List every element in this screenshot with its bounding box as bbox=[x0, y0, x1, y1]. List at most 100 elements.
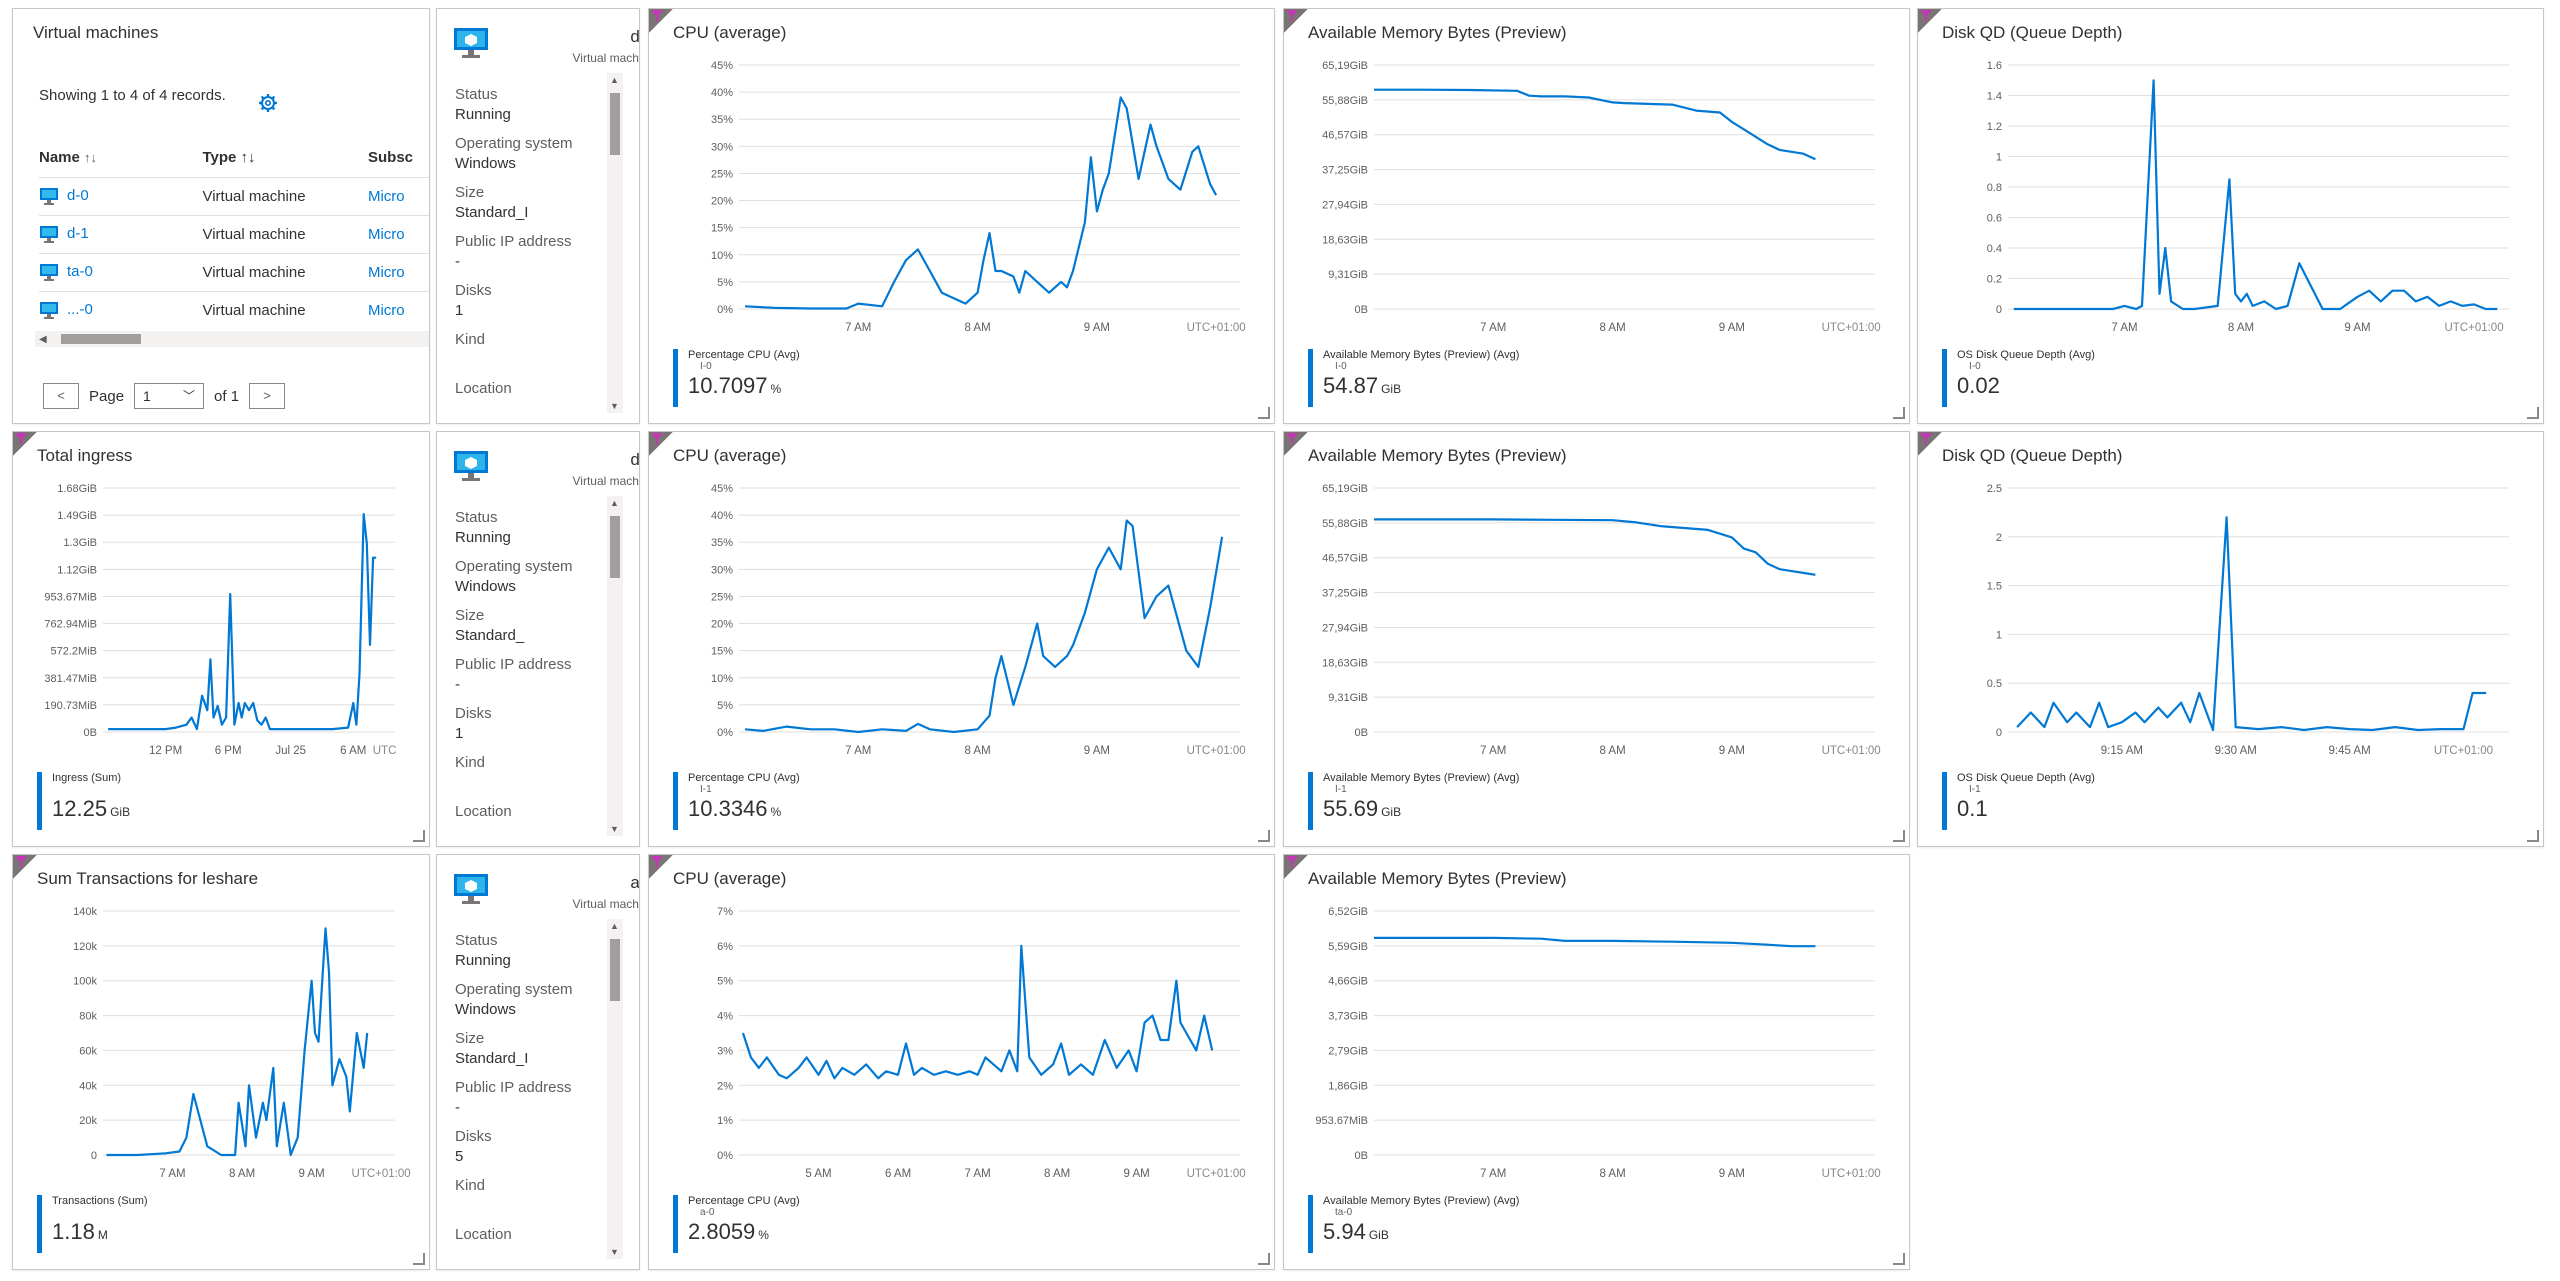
sort-icon[interactable]: ↑↓ bbox=[240, 149, 256, 167]
prev-page-button[interactable]: < bbox=[43, 383, 79, 409]
virtual-machine-icon bbox=[454, 451, 488, 481]
chart-legend[interactable]: Available Memory Bytes (Preview) (Avg) ta… bbox=[1308, 1195, 1519, 1253]
x-tick-label: 9 AM bbox=[2344, 322, 2370, 334]
scroll-up-icon[interactable]: ▲ bbox=[610, 921, 619, 931]
column-header-subscription[interactable]: Subsc bbox=[367, 149, 413, 167]
vm-name-link[interactable]: ta-0 bbox=[39, 252, 203, 291]
chart-legend[interactable]: Transactions (Sum) 1.18 M bbox=[37, 1195, 148, 1253]
chart-tile[interactable]: CPU (average) 45% 40% 35% 30% 25% 20% 15% 10% 5% 0… bbox=[648, 431, 1275, 847]
property-value: - bbox=[455, 253, 460, 270]
resize-handle[interactable] bbox=[1893, 1253, 1905, 1265]
vm-summary-tile[interactable]: a-0 Virtual machine Status Running Operating… bbox=[436, 854, 640, 1270]
legend-value: 5.94 bbox=[1323, 1219, 1366, 1244]
chart-tile[interactable]: Sum Transactions for leshare 140k 120k 100k… bbox=[12, 854, 430, 1270]
x-tick-label: 7 AM bbox=[159, 1168, 185, 1180]
property-value bbox=[455, 1196, 615, 1216]
resize-handle[interactable] bbox=[1258, 1253, 1270, 1265]
x-tick-label: 6 PM bbox=[215, 745, 242, 757]
resize-handle[interactable] bbox=[413, 1253, 425, 1265]
scroll-left-icon[interactable]: ◀ bbox=[39, 334, 47, 345]
resize-handle[interactable] bbox=[1893, 830, 1905, 842]
line-chart: 45% 40% 35% 30% 25% 20% 15% 10% 5% 0% 7 AM 8 AM 9 AM… bbox=[711, 60, 1246, 334]
y-tick-label: 0 bbox=[91, 1150, 97, 1162]
chart-legend[interactable]: OS Disk Queue Depth (Avg) I-1 0.1 bbox=[1942, 772, 2095, 830]
horizontal-scrollbar[interactable]: ◀ ▶ bbox=[35, 331, 430, 347]
vertical-scrollbar[interactable]: ▲ ▼ bbox=[607, 919, 623, 1259]
table-row[interactable]: ...-0 Virtual machine Micro bbox=[39, 290, 429, 329]
vm-subscription-link[interactable]: Micro bbox=[367, 214, 429, 253]
vm-summary-tile[interactable]: d-1 Virtual machine Status Running Operating… bbox=[436, 431, 640, 847]
property-value bbox=[455, 822, 615, 842]
scrollbar-thumb[interactable] bbox=[610, 516, 620, 578]
chart-tile[interactable]: Total ingress 1.68GiB 1.49GiB 1.3GiB 1.12GiB… bbox=[12, 431, 430, 847]
legend-unit: GiB bbox=[1381, 805, 1402, 819]
vm-subscription-link[interactable]: Micro bbox=[367, 290, 429, 329]
chart-legend[interactable]: Percentage CPU (Avg) a-0 2.8059% bbox=[673, 1195, 800, 1253]
chart-tile[interactable]: Disk QD (Queue Depth) 2.5 2 1.5 1 0.5 0 9:15 AM… bbox=[1917, 431, 2544, 847]
next-page-button[interactable]: > bbox=[249, 383, 286, 409]
column-header-type[interactable]: Type ↑↓ bbox=[202, 149, 256, 167]
scrollbar-thumb[interactable] bbox=[610, 93, 620, 155]
scrollbar-thumb[interactable] bbox=[61, 334, 141, 344]
property-value bbox=[455, 350, 615, 370]
resize-handle[interactable] bbox=[413, 830, 425, 842]
chart-legend[interactable]: Available Memory Bytes (Preview) (Avg) I-… bbox=[1308, 349, 1519, 407]
scroll-up-icon[interactable]: ▲ bbox=[610, 75, 619, 85]
chart-legend[interactable]: Ingress (Sum) 12.25 GiB bbox=[37, 772, 130, 830]
table-row[interactable]: ta-0 Virtual machine Micro bbox=[39, 252, 429, 291]
scroll-down-icon[interactable]: ▼ bbox=[610, 824, 619, 834]
chart-tile[interactable]: Available Memory Bytes (Preview) 65,19GiB… bbox=[1283, 8, 1910, 424]
chart-legend[interactable]: Available Memory Bytes (Preview) (Avg) I-… bbox=[1308, 772, 1519, 830]
pinned-filter-flag bbox=[13, 855, 37, 879]
y-tick-label: 572.2MiB bbox=[51, 646, 97, 658]
y-tick-label: 1,86GiB bbox=[1328, 1080, 1368, 1092]
chart-tile[interactable]: Disk QD (Queue Depth) 1.6 1.4 1.2 1 0.8 0.6 0.4… bbox=[1917, 8, 2544, 424]
chart-title: Sum Transactions for leshare bbox=[37, 869, 259, 888]
scrollbar-thumb[interactable] bbox=[610, 939, 620, 1001]
chart-tile[interactable]: Available Memory Bytes (Preview) 65,19GiB… bbox=[1283, 431, 1910, 847]
vm-name-link[interactable]: d-0 bbox=[39, 176, 203, 215]
chart-legend[interactable]: Percentage CPU (Avg) I-0 10.7097% bbox=[673, 349, 800, 407]
y-tick-label: 46,57GiB bbox=[1322, 553, 1368, 565]
chart-tile[interactable]: CPU (average) 7% 6% 5% 4% 3% 2% 1% 0% 5 AM 6 AM 7 A… bbox=[648, 854, 1275, 1270]
series-line bbox=[1374, 88, 1816, 161]
column-header-name[interactable]: Name ↑↓ bbox=[39, 149, 98, 167]
resize-handle[interactable] bbox=[1893, 407, 1905, 419]
y-tick-label: 1.68GiB bbox=[57, 483, 97, 495]
chart-tile[interactable]: Available Memory Bytes (Preview) 6,52GiB 5… bbox=[1283, 854, 1910, 1270]
chart-legend[interactable]: OS Disk Queue Depth (Avg) I-0 0.02 bbox=[1942, 349, 2095, 407]
y-tick-label: 6,52GiB bbox=[1328, 906, 1368, 918]
resize-handle[interactable] bbox=[1258, 407, 1270, 419]
legend-resource-name: I-1 bbox=[1335, 784, 1347, 795]
scroll-right-icon[interactable]: ▶ bbox=[429, 334, 430, 345]
page-select[interactable]: 1 ﹀ bbox=[134, 383, 205, 409]
resize-handle[interactable] bbox=[1258, 830, 1270, 842]
legend-resource-name: I-1 bbox=[700, 784, 712, 795]
table-row[interactable]: d-1 Virtual machine Micro bbox=[39, 214, 429, 253]
chart-title: Available Memory Bytes (Preview) bbox=[1308, 23, 1567, 42]
resize-handle[interactable] bbox=[2527, 830, 2539, 842]
chart-legend[interactable]: Percentage CPU (Avg) I-1 10.3346% bbox=[673, 772, 800, 830]
scroll-down-icon[interactable]: ▼ bbox=[610, 1247, 619, 1257]
y-tick-label: 65,19GiB bbox=[1322, 60, 1368, 72]
line-chart: 65,19GiB 55,88GiB 46,57GiB 37,25GiB 27,94GiB… bbox=[1322, 60, 1881, 334]
scroll-down-icon[interactable]: ▼ bbox=[610, 401, 619, 411]
x-tick-label: 7 AM bbox=[1480, 322, 1506, 334]
scroll-up-icon[interactable]: ▲ bbox=[610, 498, 619, 508]
vm-subscription-link[interactable]: Micro bbox=[367, 176, 429, 215]
vm-name-link[interactable]: d-1 bbox=[39, 214, 203, 253]
gear-icon[interactable] bbox=[258, 93, 278, 113]
vm-type: Virtual machine bbox=[202, 176, 368, 215]
y-tick-label: 0.5 bbox=[1987, 678, 2002, 690]
vertical-scrollbar[interactable]: ▲ ▼ bbox=[607, 496, 623, 836]
vm-subscription-link[interactable]: Micro bbox=[367, 252, 429, 291]
vertical-scrollbar[interactable]: ▲ ▼ bbox=[607, 73, 623, 413]
sort-icon[interactable]: ↑↓ bbox=[84, 150, 98, 166]
chart-title: Disk QD (Queue Depth) bbox=[1942, 446, 2123, 465]
resize-handle[interactable] bbox=[2527, 407, 2539, 419]
x-tick-label: 8 AM bbox=[1599, 322, 1625, 334]
vm-name-link[interactable]: ...-0 bbox=[39, 290, 203, 329]
vm-summary-tile[interactable]: d-0 Virtual machine Status Running Operating… bbox=[436, 8, 640, 424]
table-row[interactable]: d-0 Virtual machine Micro bbox=[39, 176, 429, 215]
chart-tile[interactable]: CPU (average) 45% 40% 35% 30% 25% 20% 15% 10% 5% 0… bbox=[648, 8, 1275, 424]
